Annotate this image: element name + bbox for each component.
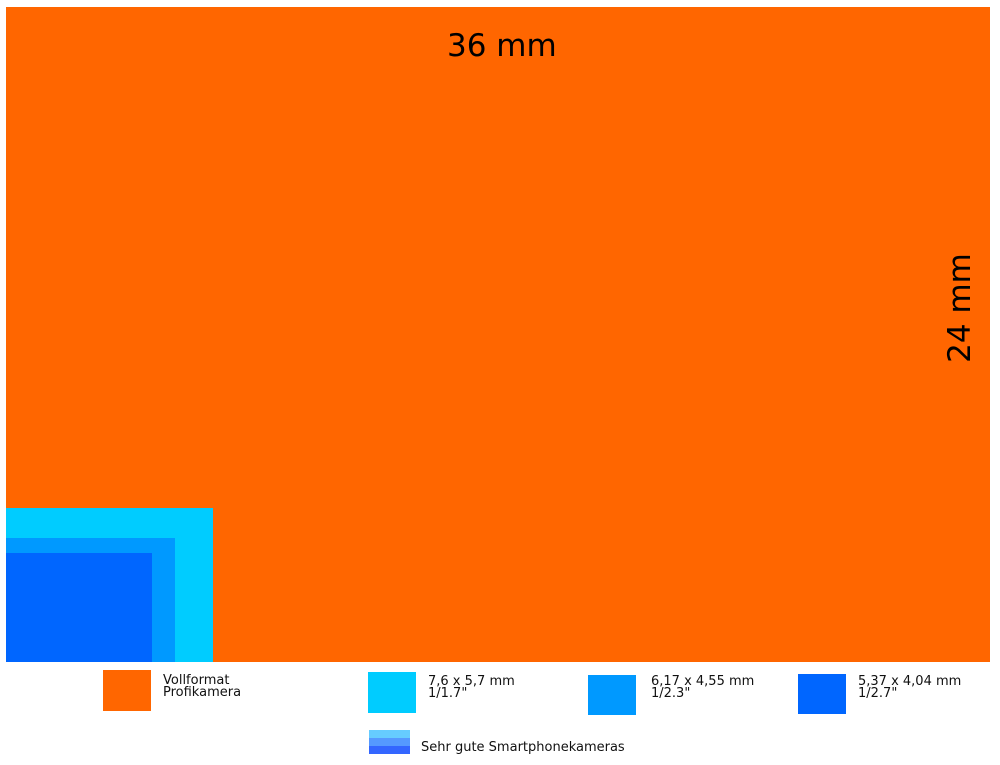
legend-label-1-1.7: 7,6 x 5,7 mm 1/1.7" [428,674,515,701]
legend-label-1-2.7: 5,37 x 4,04 mm 1/2.7" [858,674,962,701]
swatch-stripe [369,730,410,738]
legend-label-fullframe: Vollformat Profikamera [163,673,242,700]
swatch-stripe [369,746,410,754]
legend-line: 6,17 x 4,55 mm [651,674,755,689]
legend-line: 1/1.7" [428,686,468,701]
legend-swatch-1-2.7 [798,674,846,714]
swatch-stripe [369,738,410,746]
legend-label-1-2.3: 6,17 x 4,55 mm 1/2.3" [651,674,755,701]
legend-swatch-fullframe [103,670,151,711]
sensor-1-2.7 [6,553,152,662]
legend-swatch-1-2.3 [588,675,636,715]
legend-swatch-smartphone [369,730,410,754]
legend-swatch-1-1.7 [368,672,416,713]
legend-line: Profikamera [163,685,242,700]
legend-line: 7,6 x 5,7 mm [428,674,515,689]
legend-line: 5,37 x 4,04 mm [858,674,962,689]
legend-line: 1/2.7" [858,686,898,701]
legend-label-smartphone: Sehr gute Smartphonekameras [421,740,625,755]
height-label: 24 mm [942,253,978,363]
legend-line: 1/2.3" [651,686,691,701]
width-label: 36 mm [447,28,557,64]
legend-line: Vollformat [163,673,230,688]
